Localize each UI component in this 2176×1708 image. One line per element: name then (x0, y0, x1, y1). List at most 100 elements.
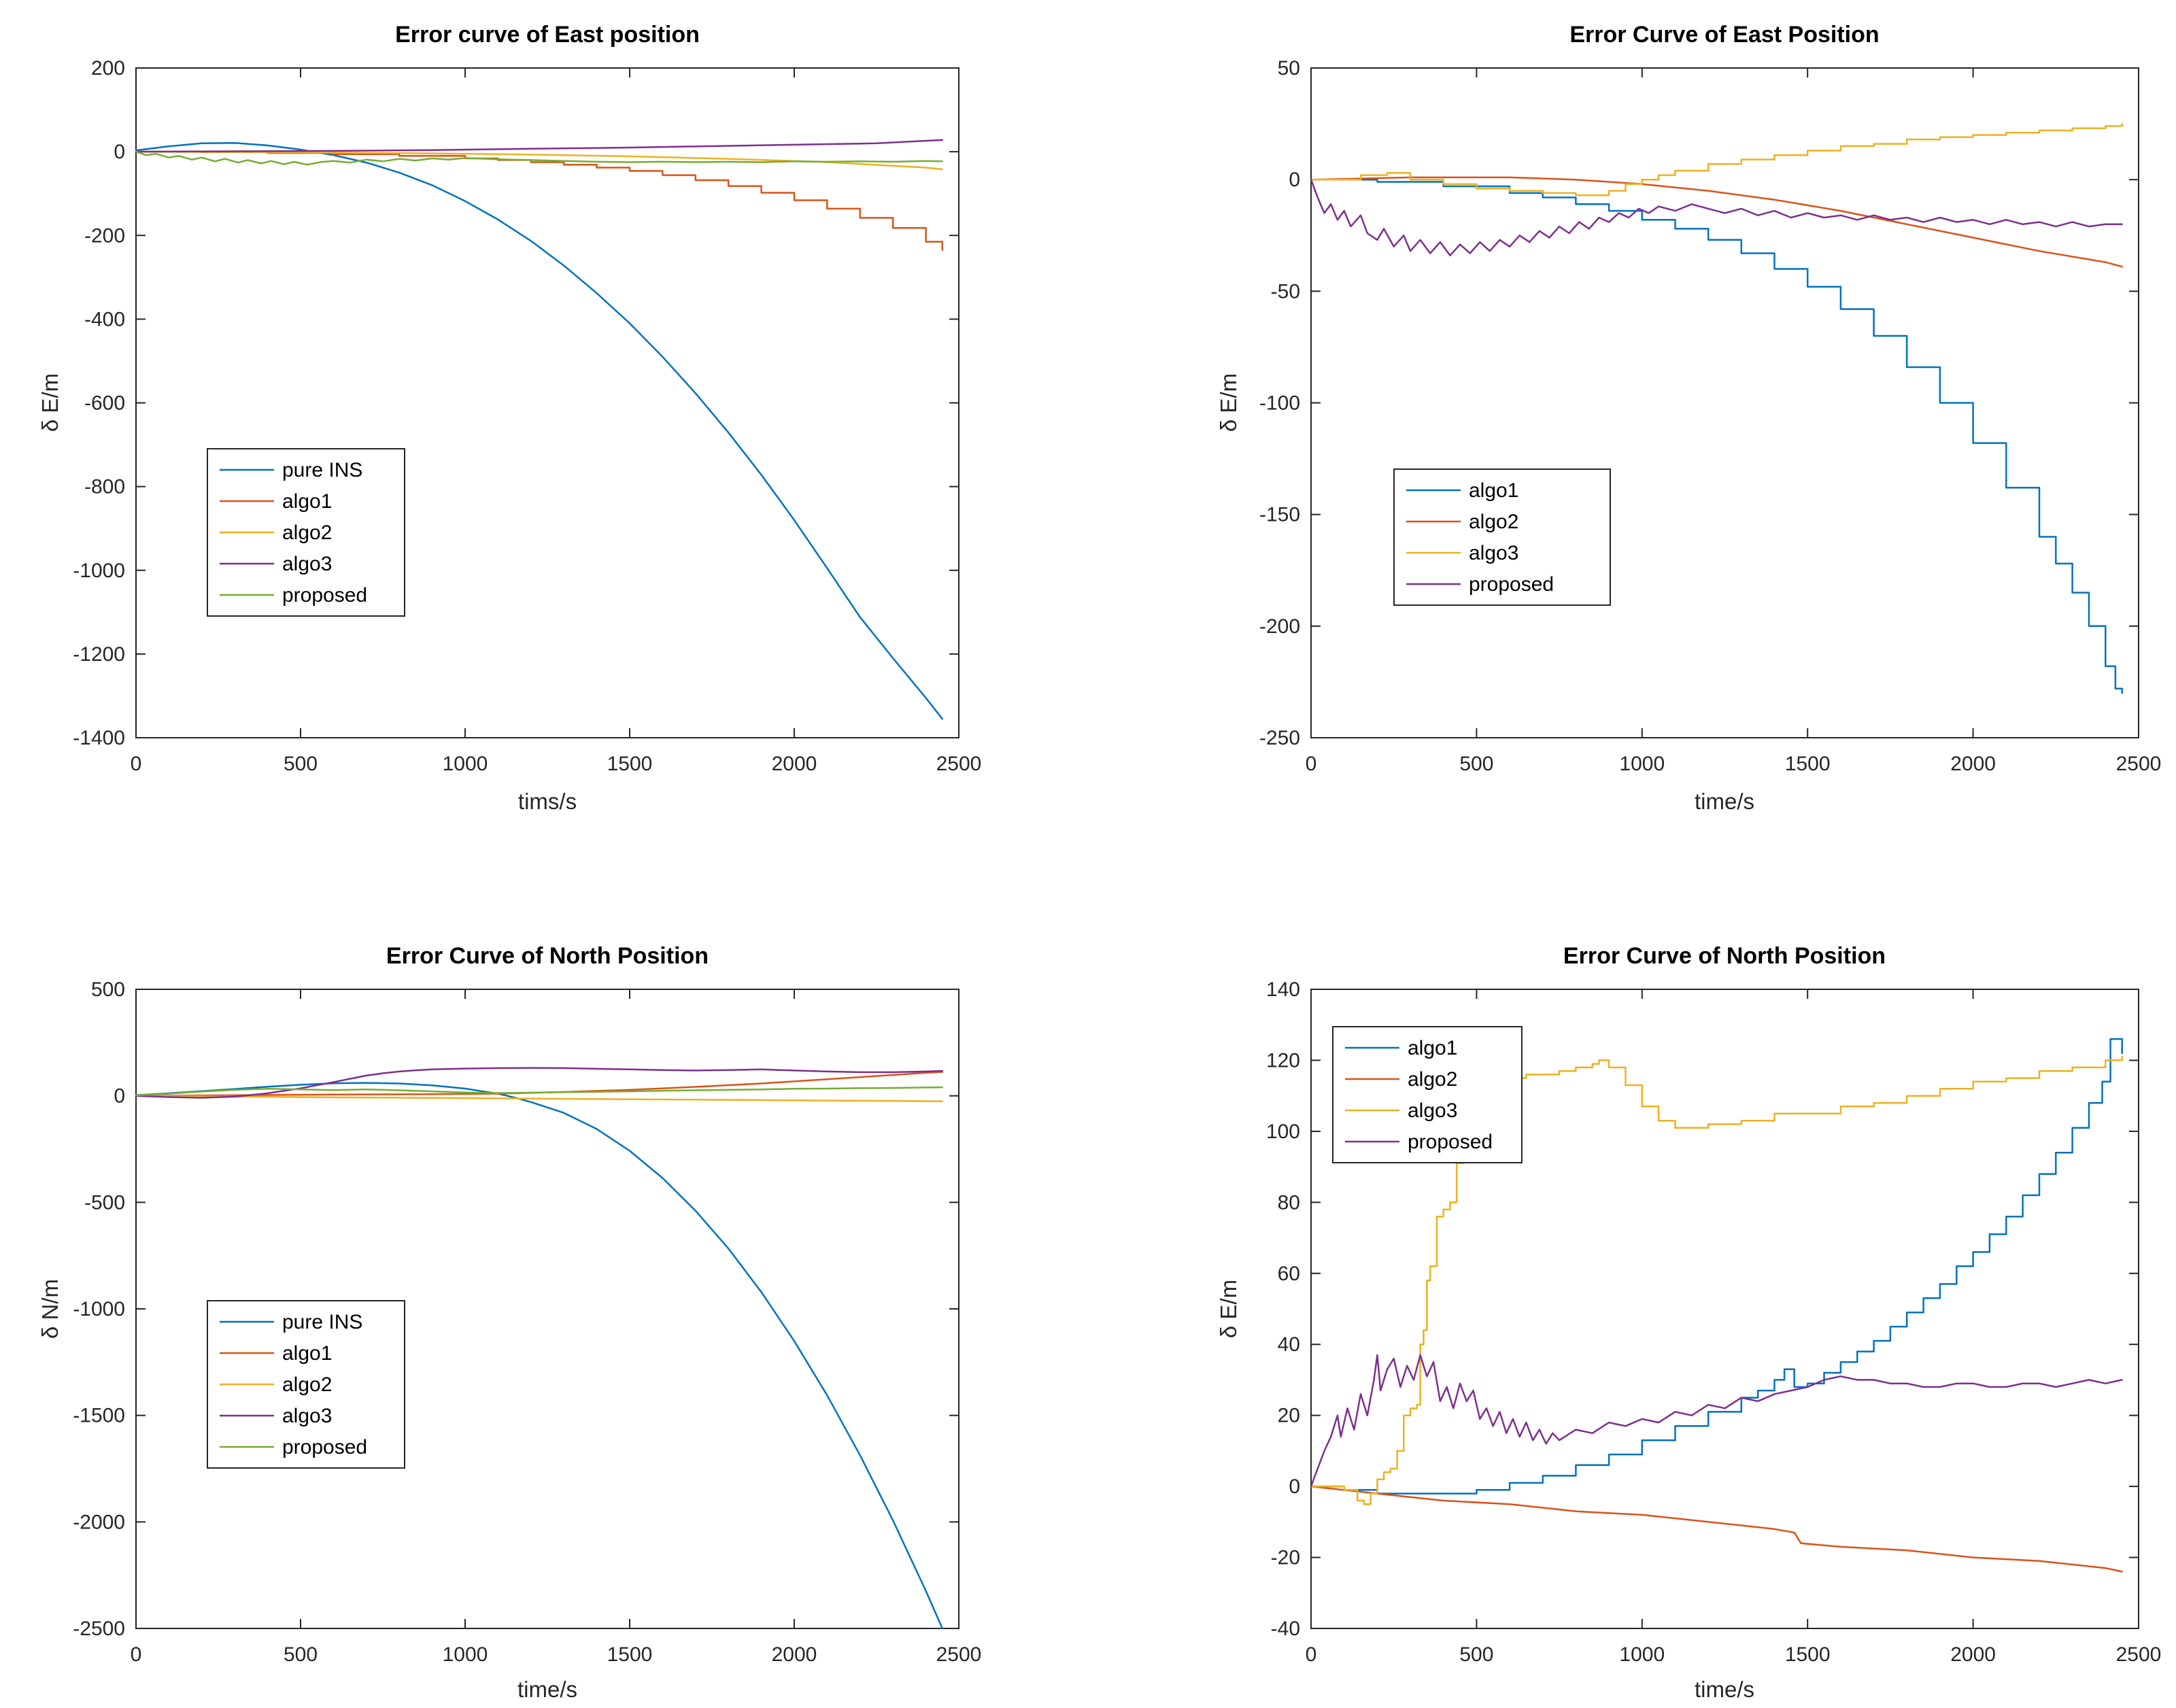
legend-label: proposed (1469, 573, 1554, 596)
y-tick-label: 50 (1278, 57, 1300, 80)
legend-label: proposed (282, 1436, 367, 1458)
series-line-algo2 (1310, 176, 2123, 268)
y-axis-label: δ E/m (1216, 373, 1241, 432)
chart-title: Error curve of East position (395, 22, 700, 48)
y-tick-label: -500 (84, 1191, 125, 1214)
y-tick-label: 0 (1289, 1475, 1300, 1498)
x-tick-label: 500 (1459, 753, 1493, 775)
series-line-algo1 (1310, 178, 2123, 694)
chart-east-position-algos: Error Curve of East Position time/s δ E/… (1216, 22, 2162, 814)
x-tick-label: 1000 (1619, 1643, 1665, 1666)
legend-label: algo1 (1469, 479, 1518, 502)
chart-title: Error Curve of North Position (1563, 943, 1886, 969)
x-tick-label: 1500 (607, 753, 653, 775)
series-line-algo1 (135, 150, 944, 252)
y-tick-label: 120 (1266, 1049, 1300, 1072)
axes-box (1310, 67, 2139, 738)
series-line-proposed (135, 1086, 944, 1097)
y-tick-label: 0 (1289, 169, 1300, 191)
x-tick-label: 1000 (1619, 753, 1665, 775)
x-tick-label: 2500 (936, 753, 982, 775)
y-tick-label: -600 (84, 392, 125, 415)
x-tick-label: 1000 (443, 753, 488, 775)
x-axis-label: time/s (517, 1677, 577, 1702)
y-tick-label: -400 (84, 308, 125, 330)
y-tick-label: 60 (1278, 1263, 1300, 1285)
x-tick-label: 0 (131, 753, 142, 775)
series-line-pure-ins (135, 1082, 944, 1630)
x-tick-label: 1500 (1785, 753, 1831, 775)
y-axis-label: δ E/m (1216, 1280, 1241, 1338)
legend-label: algo3 (282, 553, 332, 575)
legend-label: pure INS (282, 1311, 362, 1333)
y-tick-label: 140 (1266, 978, 1300, 1001)
legend-label: algo1 (1408, 1037, 1457, 1059)
series-line-algo2 (135, 150, 944, 171)
y-tick-label: -800 (84, 476, 125, 498)
legend-label: algo3 (1469, 542, 1518, 564)
x-tick-label: 2000 (772, 1643, 817, 1666)
legend-label: proposed (1408, 1131, 1493, 1153)
x-tick-label: 2000 (1950, 1643, 1996, 1666)
x-tick-label: 2500 (2116, 753, 2162, 775)
series-line-proposed (1310, 178, 2123, 257)
y-tick-label: 80 (1278, 1191, 1300, 1214)
y-tick-label: -20 (1271, 1547, 1300, 1569)
legend-label: algo3 (1408, 1099, 1457, 1122)
series-line-algo3 (1310, 122, 2123, 197)
legend-label: algo1 (282, 490, 332, 513)
legend-box (1332, 1026, 1523, 1163)
y-tick-label: -200 (1259, 615, 1300, 638)
y-tick-label: -1400 (73, 727, 125, 749)
series-line-algo2 (135, 1095, 944, 1103)
axes-box (135, 67, 959, 738)
x-tick-label: 1500 (607, 1643, 653, 1666)
y-tick-label: -1500 (73, 1405, 125, 1427)
y-tick-label: -1200 (73, 643, 125, 666)
y-tick-label: -100 (1259, 392, 1300, 415)
y-tick-label: 0 (114, 141, 125, 163)
legend-label: algo2 (282, 522, 332, 544)
y-tick-label: -1000 (73, 1298, 125, 1320)
y-tick-label: 40 (1278, 1333, 1300, 1356)
x-axis-label: tims/s (518, 789, 577, 814)
legend-box (1393, 468, 1611, 606)
series-line-algo2 (1310, 1485, 2123, 1573)
legend-label: algo2 (1408, 1068, 1457, 1091)
y-tick-label: -40 (1271, 1618, 1300, 1640)
y-axis-label: δ E/m (37, 373, 63, 432)
y-tick-label: -2500 (73, 1618, 125, 1640)
legend-label: algo3 (282, 1405, 332, 1427)
y-axis-label: δ N/m (37, 1279, 63, 1339)
y-tick-label: -200 (84, 224, 125, 247)
x-tick-label: 500 (284, 753, 318, 775)
y-tick-label: 200 (91, 57, 125, 80)
x-tick-label: 2500 (2116, 1643, 2162, 1666)
chart-title: Error Curve of East Position (1569, 22, 1879, 48)
x-tick-label: 0 (131, 1643, 142, 1666)
x-tick-label: 0 (1306, 753, 1317, 775)
axes-box (1310, 989, 2139, 1629)
series-line-proposed (135, 150, 944, 166)
series-line-algo1 (1310, 1038, 2123, 1494)
x-tick-label: 2000 (1950, 753, 1996, 775)
y-tick-label: 100 (1266, 1121, 1300, 1143)
series-line-proposed (1310, 1354, 2123, 1488)
series-line-algo3 (135, 139, 944, 153)
legend-label: algo2 (282, 1373, 332, 1396)
y-tick-label: -150 (1259, 504, 1300, 526)
x-tick-label: 0 (1306, 1643, 1317, 1666)
y-tick-label: 20 (1278, 1405, 1300, 1427)
chart-north-position-with-ins: Error Curve of North Position time/s δ N… (37, 943, 981, 1702)
legend-label: algo2 (1469, 511, 1518, 533)
y-tick-label: -2000 (73, 1511, 125, 1533)
y-tick-label: 0 (114, 1085, 125, 1108)
x-tick-label: 1500 (1785, 1643, 1831, 1666)
y-tick-label: -50 (1271, 280, 1300, 303)
y-tick-label: -1000 (73, 560, 125, 582)
chart-title: Error Curve of North Position (386, 943, 709, 969)
x-axis-label: time/s (1695, 789, 1754, 814)
legend-label: pure INS (282, 459, 362, 481)
legend-label: proposed (282, 584, 367, 607)
x-tick-label: 1000 (443, 1643, 488, 1666)
